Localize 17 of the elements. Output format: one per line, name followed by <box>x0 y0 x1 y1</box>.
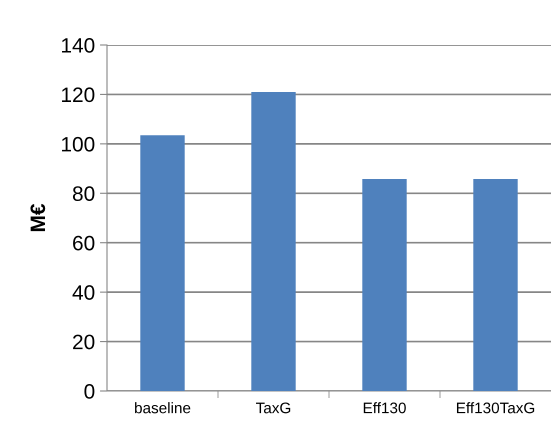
y-tick-label: 140 <box>62 38 94 53</box>
x-tick-label: TaxG <box>256 402 290 414</box>
bar <box>362 178 407 391</box>
bar <box>473 178 518 391</box>
y-tick-label: 40 <box>72 285 94 300</box>
y-tick-label: 100 <box>62 136 94 152</box>
x-tick-label: baseline <box>135 402 190 414</box>
y-tick-label: 20 <box>73 334 94 350</box>
y-tick-label: 80 <box>72 186 94 202</box>
x-tick-label: Eff130 <box>364 402 406 414</box>
y-tick-label: 60 <box>73 236 94 250</box>
y-tick-label: 120 <box>62 87 94 102</box>
bar <box>140 135 185 391</box>
y-tick-label: 0 <box>84 384 94 399</box>
bar <box>251 92 296 391</box>
y-axis-title: M€ <box>30 204 46 232</box>
x-tick-label: Eff130TaxG <box>456 402 534 414</box>
